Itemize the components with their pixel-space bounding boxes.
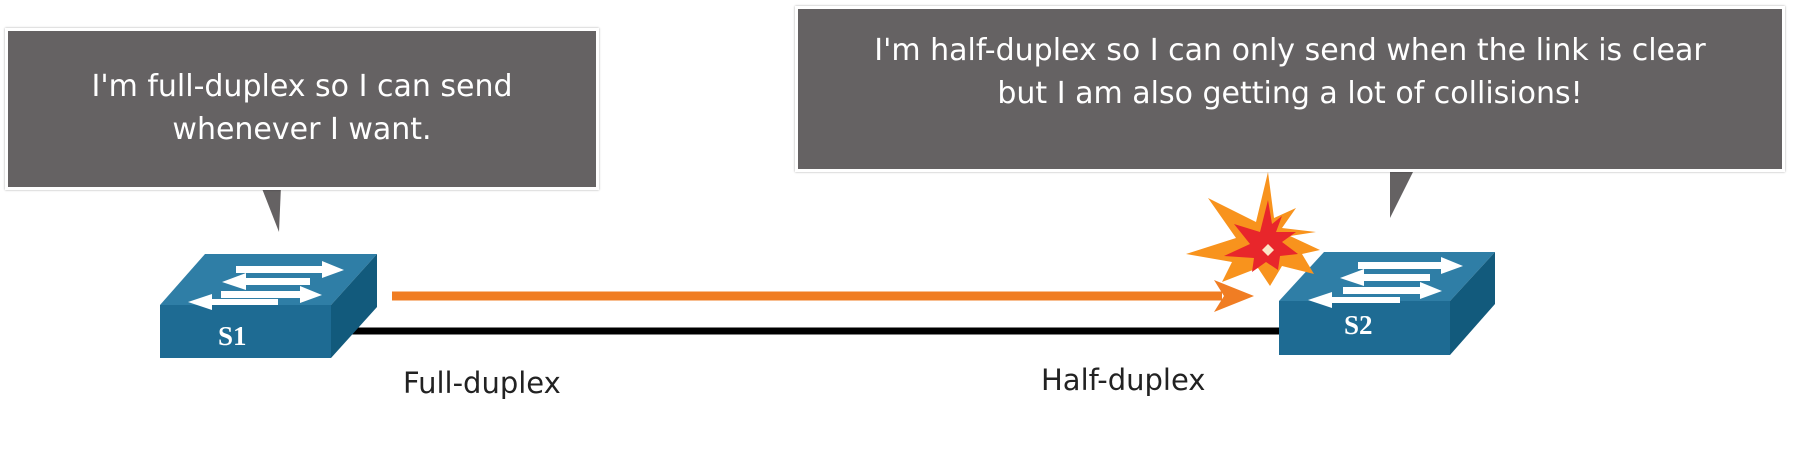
switch-front-face — [160, 305, 331, 358]
switch-front-face — [1279, 301, 1450, 355]
full-duplex-label: Full-duplex — [403, 366, 561, 400]
half-duplex-label: Half-duplex — [1041, 363, 1206, 397]
switch-label-s2: S2 — [1344, 310, 1373, 340]
data-flow-arrow — [392, 280, 1254, 312]
switch-s2[interactable]: S2 — [1279, 252, 1495, 355]
bubble-text-line: I'm full-duplex so I can send — [91, 69, 513, 104]
bubble-text-line: whenever I want. — [172, 112, 432, 147]
switch-side-face — [331, 254, 377, 358]
bubble-text-line: but I am also getting a lot of collision… — [997, 76, 1583, 111]
switch-arrows-icon — [188, 261, 344, 310]
bubble-s1-pointer — [257, 186, 285, 240]
switch-label-s1: S1 — [218, 321, 247, 351]
speech-bubble-s1: I'm full-duplex so I can send whenever I… — [5, 28, 599, 190]
switch-s1[interactable]: S1 — [160, 254, 377, 358]
switch-arrows-icon — [1308, 257, 1463, 308]
switch-side-face — [1450, 252, 1495, 355]
collision-burst-icon — [1186, 172, 1320, 286]
speech-bubble-s2: I'm half-duplex so I can only send when … — [795, 6, 1785, 172]
bubble-s2-pointer — [1385, 170, 1420, 226]
bubble-text-line: I'm half-duplex so I can only send when … — [874, 33, 1706, 68]
